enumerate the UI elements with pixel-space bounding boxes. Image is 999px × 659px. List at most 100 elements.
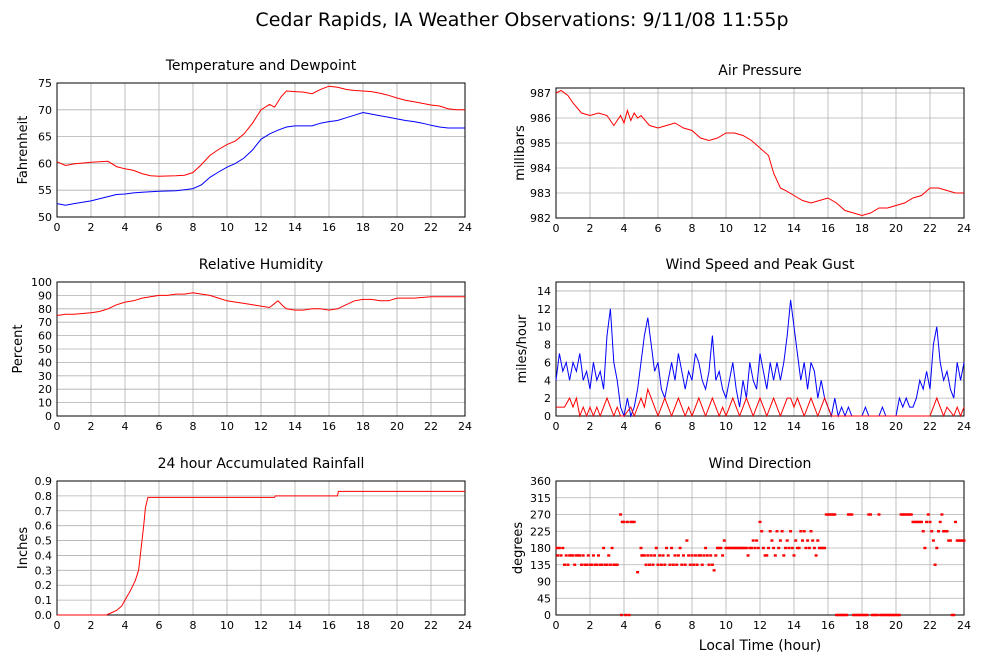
y-tick-label: 10 xyxy=(38,397,52,410)
data-point xyxy=(612,563,616,566)
data-point xyxy=(619,513,623,516)
x-tick-label: 12 xyxy=(753,420,767,433)
data-point xyxy=(906,513,910,516)
data-point xyxy=(753,546,757,550)
data-point xyxy=(826,513,830,516)
data-point xyxy=(556,554,560,557)
plot-frame xyxy=(56,480,466,616)
data-point xyxy=(658,554,662,557)
x-tick-label: 20 xyxy=(390,420,404,433)
x-tick-label: 22 xyxy=(923,420,937,433)
y-tick-label: 90 xyxy=(38,289,52,302)
x-tick-label: 6 xyxy=(156,221,163,234)
y-tick-label: 10 xyxy=(537,321,551,334)
data-point xyxy=(765,554,769,557)
data-point xyxy=(687,554,691,557)
data-point xyxy=(903,513,906,516)
x-axis-label: Local Time (hour) xyxy=(699,638,821,654)
plot-frame xyxy=(56,82,466,218)
data-point xyxy=(818,546,821,550)
y-tick-label: 20 xyxy=(38,383,52,396)
y-tick-label: 30 xyxy=(38,370,52,383)
data-point xyxy=(668,563,672,566)
x-tick-label: 6 xyxy=(156,420,163,433)
data-point xyxy=(624,613,628,617)
data-point xyxy=(639,546,643,550)
x-tick-label: 18 xyxy=(855,619,869,632)
series-points xyxy=(555,513,966,617)
data-point xyxy=(865,613,869,617)
data-point xyxy=(918,520,922,524)
data-point xyxy=(631,520,634,524)
x-tick-label: 10 xyxy=(719,619,733,632)
data-point xyxy=(785,539,789,542)
data-point xyxy=(794,539,798,542)
data-point xyxy=(860,613,864,617)
y-tick-label: 315 xyxy=(530,492,551,505)
chart-temp: 0 2 4 6 8 10 12 14 16 18 20 22 24505560657075Tempera… xyxy=(16,58,472,234)
y-tick-label: 135 xyxy=(530,559,551,572)
data-point xyxy=(670,546,674,550)
x-tick-label: 0 xyxy=(54,221,61,234)
data-point xyxy=(955,539,959,542)
x-tick-label: 10 xyxy=(220,221,234,234)
x-tick-label: 4 xyxy=(122,221,129,234)
x-tick-label: 16 xyxy=(821,222,835,235)
y-axis-label: degrees xyxy=(511,522,526,575)
data-point xyxy=(750,546,753,550)
data-point xyxy=(620,520,624,524)
data-point xyxy=(569,554,573,557)
y-tick-label: 6 xyxy=(544,356,551,369)
data-point xyxy=(597,554,600,557)
data-point xyxy=(923,546,927,550)
data-point xyxy=(954,520,957,524)
data-point xyxy=(693,554,697,557)
x-tick-label: 8 xyxy=(190,619,197,632)
data-point xyxy=(719,546,723,550)
data-point xyxy=(622,520,626,524)
data-point xyxy=(775,530,779,533)
x-tick-label: 4 xyxy=(621,222,628,235)
x-tick-label: 22 xyxy=(424,221,438,234)
x-tick-label: 2 xyxy=(88,221,95,234)
data-point xyxy=(700,563,704,566)
data-point xyxy=(581,554,585,557)
data-point xyxy=(704,546,708,550)
data-point xyxy=(838,613,842,617)
data-point xyxy=(755,539,759,542)
chart-title: Wind Direction xyxy=(709,456,812,472)
data-point xyxy=(751,539,755,542)
data-point xyxy=(940,513,944,516)
data-point xyxy=(875,613,879,617)
data-point xyxy=(585,563,589,566)
x-tick-label: 0 xyxy=(54,619,61,632)
data-point xyxy=(760,530,764,533)
data-point xyxy=(797,546,801,550)
x-tick-label: 0 xyxy=(54,420,61,433)
data-point xyxy=(646,554,650,557)
data-point xyxy=(931,539,935,542)
series-line xyxy=(56,292,465,316)
data-point xyxy=(731,546,735,550)
data-point xyxy=(649,554,653,557)
data-point xyxy=(869,513,872,516)
y-tick-label: 0.7 xyxy=(35,505,53,518)
data-point xyxy=(741,546,745,550)
data-point xyxy=(685,539,689,542)
data-point xyxy=(636,570,640,574)
data-point xyxy=(625,520,629,524)
y-tick-label: 45 xyxy=(537,592,551,605)
y-tick-label: 4 xyxy=(544,374,551,387)
y-tick-label: 12 xyxy=(537,303,551,316)
data-point xyxy=(862,613,866,617)
x-tick-label: 20 xyxy=(889,222,903,235)
data-point xyxy=(770,539,774,542)
y-tick-label: 0.6 xyxy=(35,520,53,533)
y-tick-label: 2 xyxy=(544,392,551,405)
data-point xyxy=(661,554,665,557)
x-tick-label: 18 xyxy=(855,222,869,235)
data-point xyxy=(717,546,721,550)
data-point xyxy=(566,563,570,566)
data-point xyxy=(568,554,572,557)
